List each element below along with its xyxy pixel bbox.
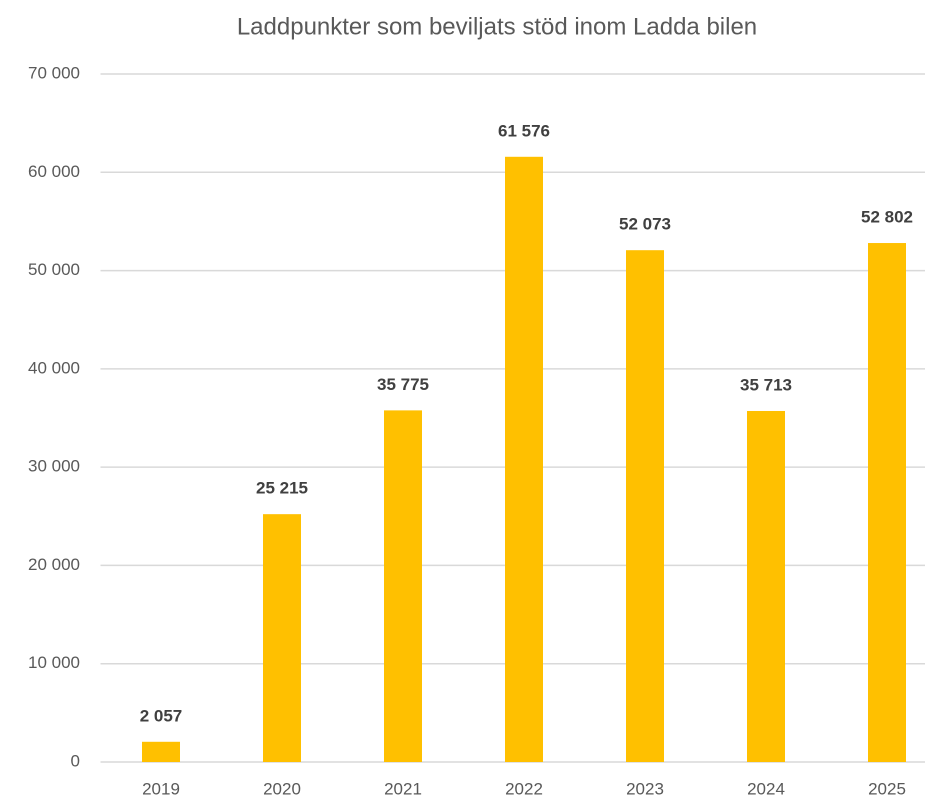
data-label: 35 713 (740, 375, 792, 394)
y-tick-label: 20 000 (28, 555, 80, 574)
y-tick-label: 40 000 (28, 358, 80, 377)
x-tick-label: 2023 (626, 779, 664, 798)
data-label: 52 802 (861, 208, 913, 227)
x-tick-label: 2019 (142, 779, 180, 798)
chart-title: Laddpunkter som beviljats stöd inom Ladd… (237, 13, 757, 40)
y-tick-label: 70 000 (28, 63, 80, 82)
bar (142, 741, 180, 762)
data-label: 52 073 (619, 215, 671, 234)
y-tick-label: 60 000 (28, 162, 80, 181)
y-tick-label: 0 (71, 751, 80, 770)
bar (747, 410, 785, 762)
bar (626, 250, 664, 763)
x-tick-label: 2024 (747, 779, 785, 798)
data-label: 2 057 (140, 706, 183, 725)
y-tick-label: 10 000 (28, 653, 80, 672)
bar (868, 243, 906, 763)
x-tick-label: 2021 (384, 779, 422, 798)
bar (505, 156, 543, 762)
x-tick-label: 2025 (868, 779, 906, 798)
bar (263, 514, 301, 762)
data-label: 61 576 (498, 121, 550, 140)
x-tick-label: 2020 (263, 779, 301, 798)
data-label: 25 215 (256, 479, 308, 498)
x-tick-label: 2022 (505, 779, 543, 798)
data-label: 35 775 (377, 375, 429, 394)
y-tick-label: 50 000 (28, 260, 80, 279)
bar (384, 410, 422, 762)
y-tick-label: 30 000 (28, 457, 80, 476)
